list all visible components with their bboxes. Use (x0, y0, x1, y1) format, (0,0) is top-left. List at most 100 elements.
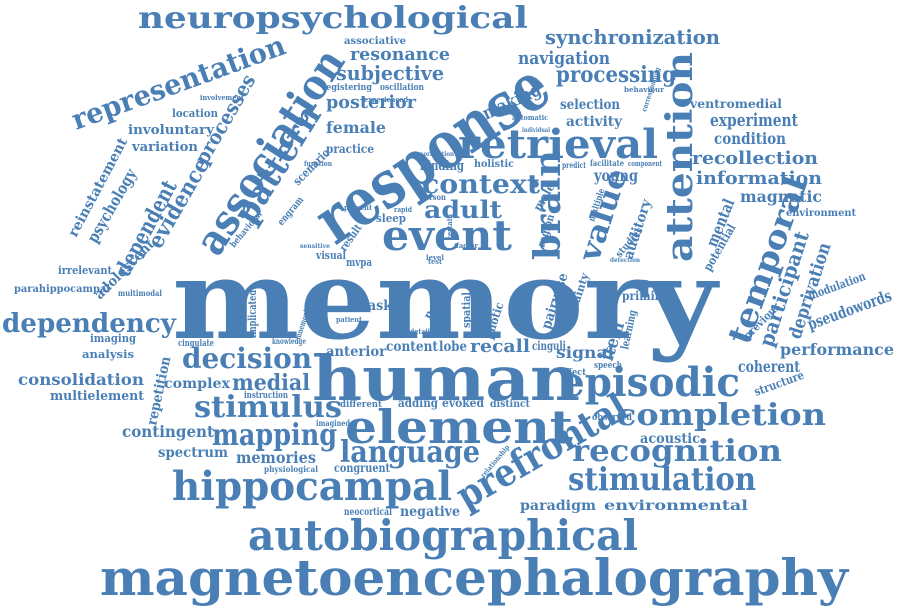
word-automatic: automatic (512, 113, 548, 122)
word-evoked: evoked (442, 396, 485, 410)
word-medial: medial (232, 370, 310, 396)
word-implicated: implicated (246, 290, 259, 338)
word-knowledge: knowledge (272, 336, 306, 346)
word-autobiographical: autobiographical (248, 511, 638, 560)
word-coherent: coherent (738, 357, 800, 376)
word-hippocampal: hippocampal (172, 463, 452, 510)
word-human: human (312, 342, 580, 415)
word-cingulate: cingulate (178, 339, 214, 349)
word-holistic: holistic (474, 159, 514, 170)
word-imagined: imagined (316, 418, 350, 428)
word-analysis: analysis (82, 348, 134, 361)
word-completion: completion (616, 398, 826, 433)
word-ventromedial: ventromedial (689, 97, 782, 111)
word-contingent: contingent (122, 422, 215, 441)
word-factor: factor (456, 241, 478, 250)
word-neuropsychological: neuropsychological (138, 1, 528, 36)
word-binding: binding (420, 159, 464, 174)
word-subjective: subjective (336, 61, 444, 85)
word-engram: engram (276, 195, 306, 228)
word-magnetic: magnetic (740, 187, 822, 206)
word-condition: condition (714, 129, 786, 148)
word-involvement: involvement (200, 93, 245, 102)
word-involuntary: involuntary (128, 123, 214, 138)
word-imaging: imaging (90, 332, 136, 345)
word-complex: complex (164, 376, 231, 392)
word-detection: detection (610, 257, 641, 264)
word-performance: performance (780, 340, 894, 359)
word-female: female (326, 118, 386, 137)
word-practice: practice (326, 142, 374, 156)
word-sleep: sleep (376, 212, 406, 225)
word-cinguli: cinguli (532, 339, 566, 353)
word-environmental: environmental (604, 498, 748, 514)
word-adding: adding (398, 396, 439, 410)
word-experiment: experiment (710, 110, 799, 131)
word-multimodal: multimodal (118, 288, 162, 298)
word-recognition: recognition (572, 434, 782, 469)
word-registering: registering (322, 83, 373, 93)
word-environment: environment (786, 208, 856, 219)
word-stimulus: stimulus (194, 390, 342, 425)
word-multielement: multielement (50, 389, 144, 404)
word-visual: visual (315, 249, 346, 262)
word-location: location (172, 107, 218, 120)
word-synchronization: synchronization (545, 25, 720, 49)
word-spectrum: spectrum (158, 445, 228, 461)
word-patient: patient (336, 315, 363, 324)
word-element: element (345, 400, 574, 454)
word-recollection: recollection (692, 148, 818, 169)
word-processing: processing (556, 62, 676, 88)
word-activity: activity (566, 114, 623, 130)
word-recall: recall (470, 336, 530, 357)
word-variation: variation (131, 140, 199, 155)
word-observed: observed (592, 413, 633, 423)
word-correlation: correlation (420, 151, 455, 158)
word-effect: effect (560, 368, 587, 378)
word-function: function (304, 159, 332, 168)
word-irrelevant: irrelevant (58, 264, 113, 277)
word-parahippocampal: parahippocampal (14, 284, 110, 295)
word-priming: priming (622, 289, 671, 303)
word-component: component (628, 159, 663, 168)
word-negative: negative (400, 504, 460, 520)
word-physiological: physiological (264, 464, 318, 474)
word-stimulation: stimulation (568, 460, 756, 498)
word-sensitive: sensitive (300, 243, 330, 250)
word-certain: certain (445, 214, 454, 240)
word-posterior: posterior (326, 92, 416, 113)
word-resonance: resonance (350, 44, 450, 65)
word-memory: memory (172, 235, 720, 364)
word-speech: speech (594, 361, 622, 371)
word-oscillation: oscillation (380, 83, 424, 93)
word-detail: detail (410, 327, 430, 336)
word-selection: selection (560, 97, 620, 113)
word-neocortical: neocortical (344, 507, 392, 518)
word-magnetoencephalography: magnetoencephalography (100, 548, 850, 607)
word-instruction: instruction (244, 391, 288, 401)
word-retrieval: retrieval (458, 121, 658, 168)
word-event: event (382, 211, 513, 260)
word-test: test (428, 257, 443, 266)
word-content: content (386, 339, 438, 355)
word-associative: associative (344, 36, 406, 47)
word-context: context (422, 170, 540, 200)
word-experienced: experienced (364, 95, 408, 104)
word-episodic: episodic (560, 359, 740, 406)
word-language: language (340, 435, 480, 470)
word-task: task (362, 298, 392, 314)
word-person: person (420, 192, 446, 202)
word-spatial: spatial (460, 292, 473, 328)
word-mapping: mapping (212, 418, 337, 453)
word-navigation: navigation (518, 48, 610, 69)
word-dependency: dependency (2, 309, 177, 339)
word-consolidation: consolidation (18, 370, 144, 389)
word-mvpa: mvpa (346, 256, 372, 269)
word-individual: individual (522, 127, 551, 134)
word-information: information (696, 168, 822, 189)
word-lobe: lobe (439, 339, 467, 355)
word-present: present (344, 203, 373, 212)
word-predict: predict (562, 160, 586, 170)
word-young: young (593, 166, 638, 185)
